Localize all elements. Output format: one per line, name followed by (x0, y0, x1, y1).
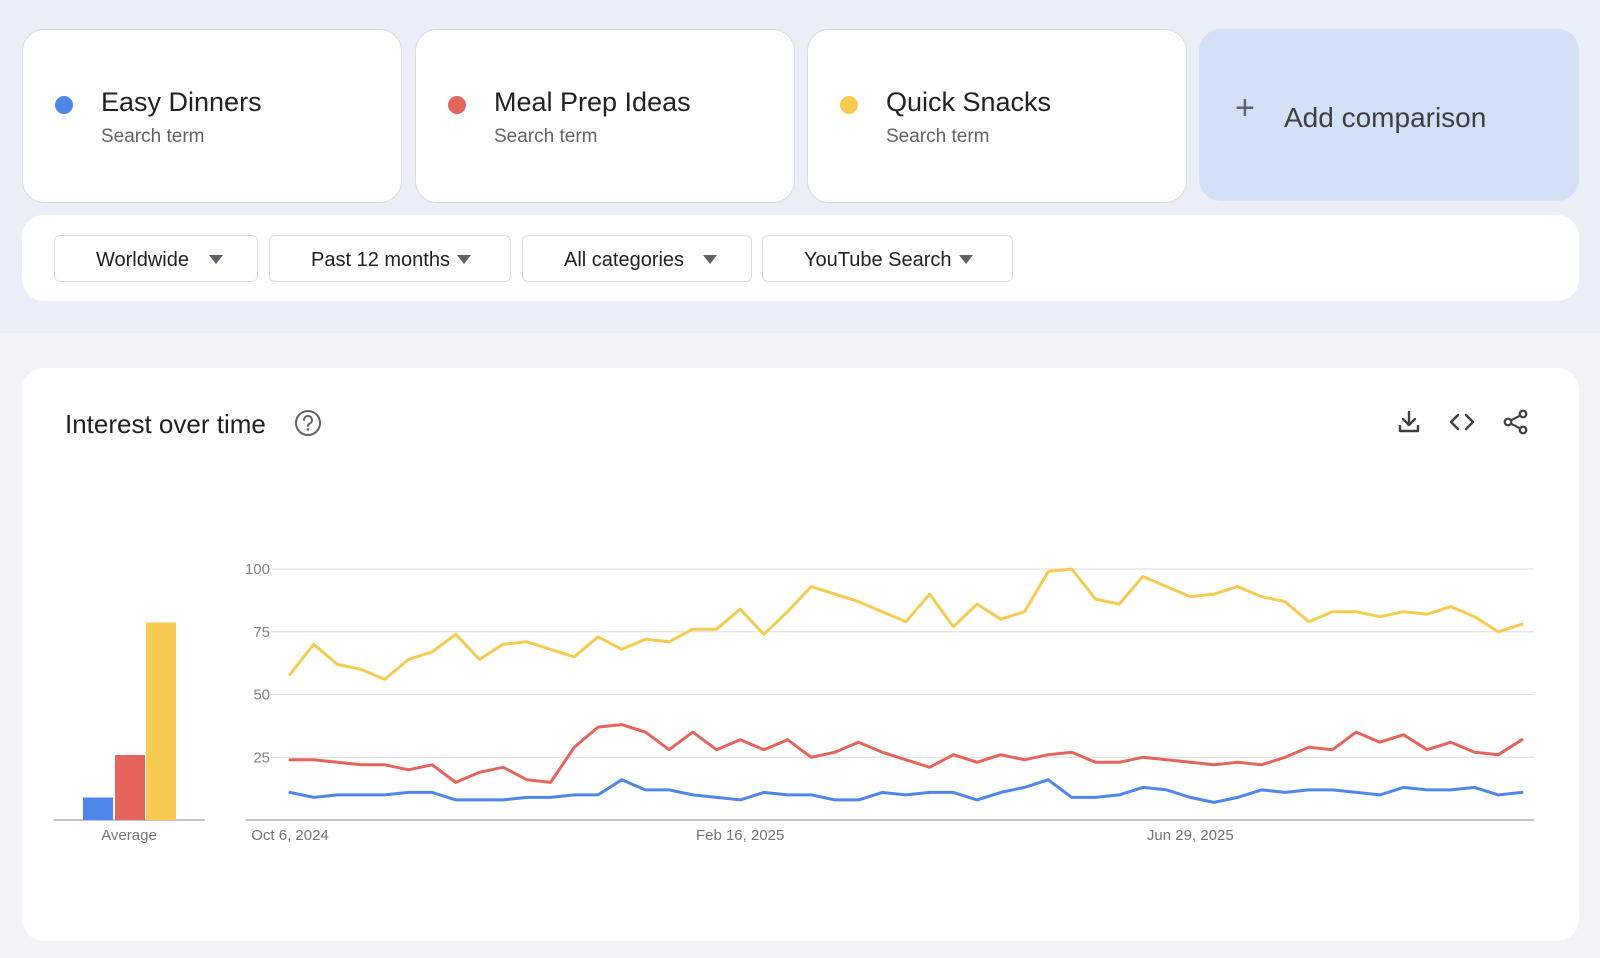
series-color-dot (55, 96, 73, 114)
add-comparison-label: Add comparison (1284, 102, 1487, 133)
location-dropdown[interactable]: Worldwide (54, 235, 258, 282)
term-card-meal-prep-ideas[interactable]: Meal Prep Ideas Search term (415, 29, 795, 203)
plus-icon: + (1235, 89, 1255, 127)
term-type-label: Search term (886, 126, 990, 147)
caret-down-icon (959, 255, 973, 264)
embed-code-icon[interactable] (1448, 408, 1476, 436)
share-icon[interactable] (1502, 408, 1530, 436)
download-icon[interactable] (1395, 408, 1423, 436)
series-color-dot (840, 96, 858, 114)
dropdown-label: YouTube Search (804, 249, 952, 271)
chart-title: Interest over time (65, 409, 266, 439)
term-card-easy-dinners[interactable]: Easy Dinners Search term (22, 29, 402, 203)
term-name[interactable]: Easy Dinners (101, 87, 262, 117)
term-type-label: Search term (494, 126, 598, 147)
series-color-dot (448, 96, 466, 114)
add-comparison-button[interactable]: + Add comparison (1199, 29, 1579, 201)
term-name[interactable]: Quick Snacks (886, 87, 1052, 117)
caret-down-icon (457, 255, 471, 264)
help-circle-icon[interactable] (294, 409, 322, 437)
term-name[interactable]: Meal Prep Ideas (494, 87, 691, 117)
dropdown-label: All categories (564, 249, 685, 271)
caret-down-icon (209, 255, 223, 264)
dropdown-label: Past 12 months (311, 249, 450, 271)
term-type-label: Search term (101, 126, 205, 147)
dropdown-label: Worldwide (96, 249, 189, 271)
time-range-dropdown[interactable]: Past 12 months (269, 235, 511, 282)
search-type-dropdown[interactable]: YouTube Search (762, 235, 1013, 282)
interest-over-time-card: Interest over time (22, 368, 1579, 941)
caret-down-icon (703, 255, 717, 264)
filter-bar: Worldwide Past 12 months All categories … (22, 215, 1579, 301)
term-card-quick-snacks[interactable]: Quick Snacks Search term (807, 29, 1187, 203)
category-dropdown[interactable]: All categories (522, 235, 752, 282)
